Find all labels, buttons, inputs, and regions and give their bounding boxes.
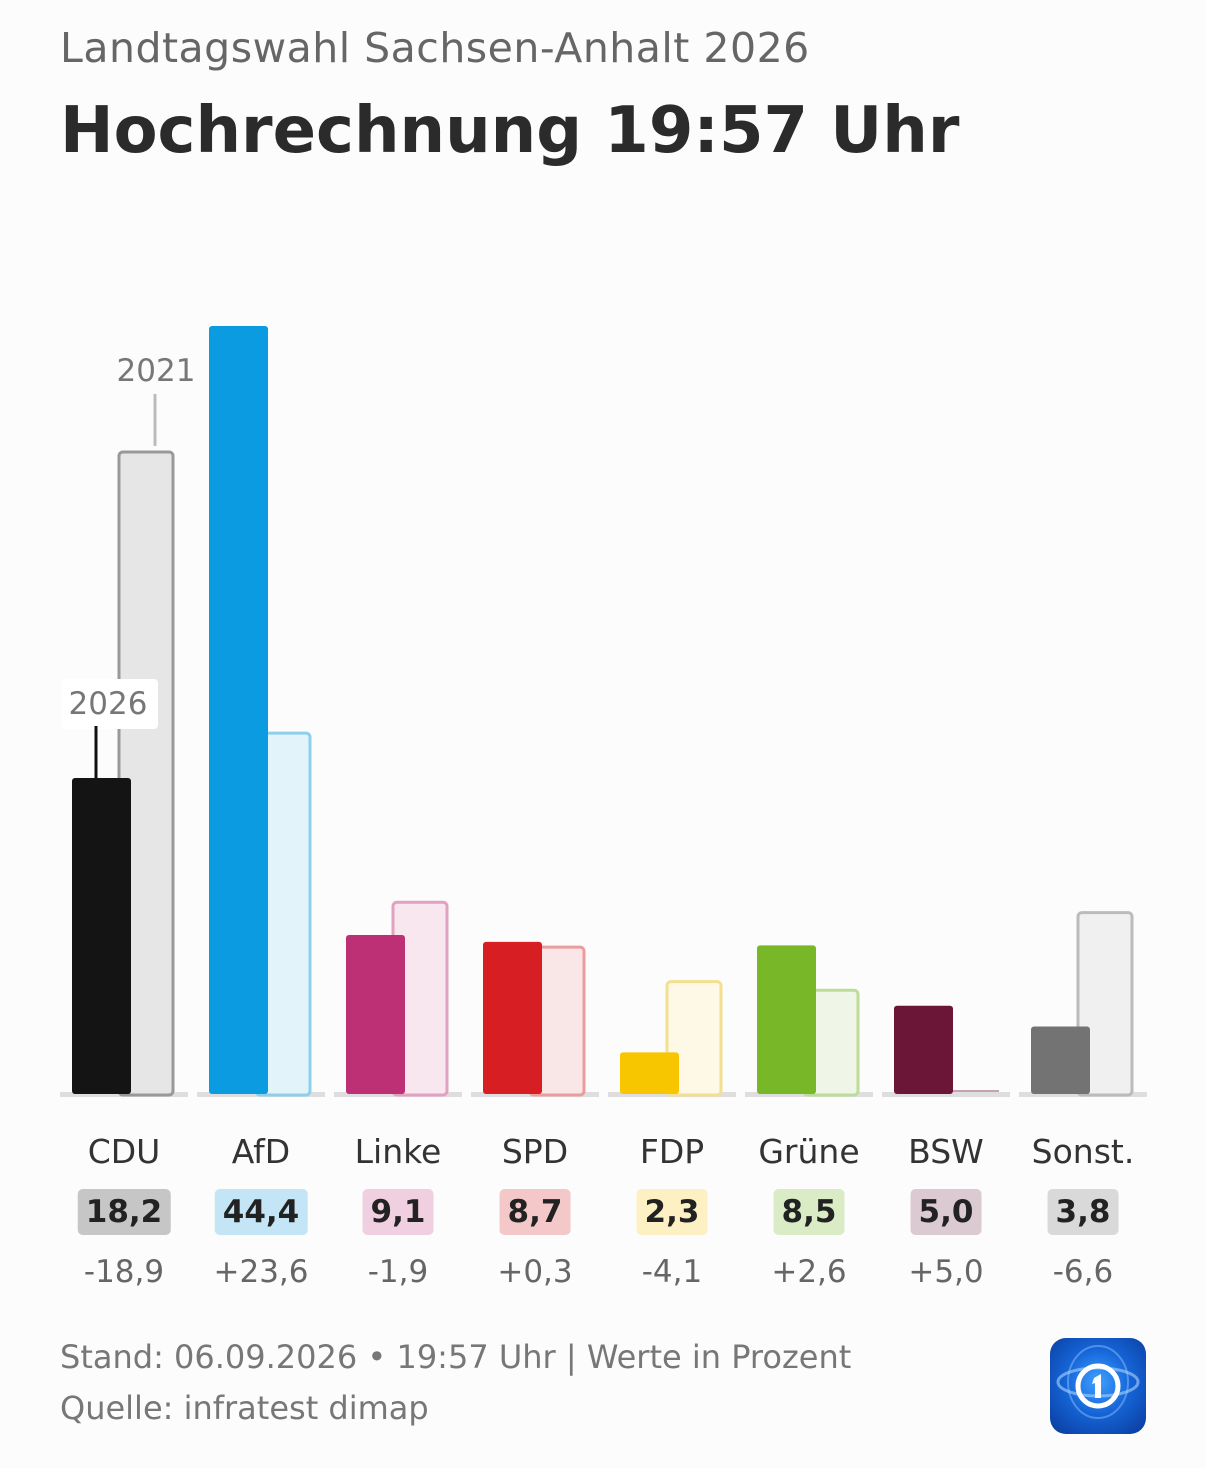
footer-stand: Stand: 06.09.2026 • 19:57 Uhr | Werte in… [60, 1338, 852, 1376]
tagesschau-logo-icon [1050, 1338, 1146, 1434]
diff-label-gr-ne: +2,6 [771, 1254, 847, 1290]
value-badge-linke: 9,1 [362, 1189, 434, 1235]
bar-2021-sonst [1076, 911, 1134, 1097]
diff-label-fdp: -4,1 [641, 1254, 703, 1290]
bar-2026-linke [346, 935, 405, 1094]
bar-2026-sonst [1031, 1026, 1090, 1094]
bar-2026-afd [209, 326, 268, 1094]
diff-label-spd: +0,3 [497, 1254, 573, 1290]
bar-2021-bsw [939, 1090, 999, 1092]
bar-2026-fdp [620, 1052, 679, 1094]
footer-source: Quelle: infratest dimap [60, 1389, 429, 1427]
party-name-afd: AfD [231, 1132, 291, 1171]
value-badge-spd: 8,7 [499, 1189, 571, 1235]
party-name-linke: Linke [354, 1132, 442, 1171]
bar-2026-bsw [894, 1005, 953, 1094]
value-badge-bsw: 5,0 [910, 1189, 982, 1235]
value-badge-sonst: 3,8 [1047, 1189, 1119, 1235]
bar-2026-cdu [72, 778, 131, 1094]
value-badge-fdp: 2,3 [636, 1189, 708, 1235]
party-name-cdu: CDU [87, 1132, 161, 1171]
diff-label-linke: -1,9 [367, 1254, 429, 1290]
value-badge-cdu: 18,2 [77, 1189, 171, 1235]
annotation-2021-label: 2021 [117, 353, 196, 389]
diff-label-sonst: -6,6 [1052, 1254, 1114, 1290]
chart-title: Hochrechnung 19:57 Uhr [60, 94, 960, 168]
bar-2026-gr-ne [757, 945, 816, 1094]
bar-2021-fdp [665, 980, 723, 1097]
chart-subtitle: Landtagswahl Sachsen-Anhalt 2026 [60, 24, 810, 72]
bar-2021-cdu [117, 450, 175, 1097]
party-name-gr-ne: Grüne [758, 1132, 860, 1171]
diff-label-bsw: +5,0 [908, 1254, 984, 1290]
bar-2026-spd [483, 941, 542, 1094]
party-name-fdp: FDP [639, 1132, 705, 1171]
baseline-bsw [882, 1092, 1010, 1097]
annotation-2026-label: 2026 [69, 686, 148, 722]
annotation-2026-bg [62, 679, 158, 730]
value-badge-afd: 44,4 [214, 1189, 308, 1235]
party-name-sonst: Sonst. [1031, 1132, 1135, 1171]
value-badge-gr-ne: 8,5 [773, 1189, 845, 1235]
diff-label-afd: +23,6 [213, 1254, 309, 1290]
party-name-spd: SPD [501, 1132, 569, 1171]
party-name-bsw: BSW [908, 1132, 984, 1171]
diff-label-cdu: -18,9 [83, 1254, 165, 1290]
